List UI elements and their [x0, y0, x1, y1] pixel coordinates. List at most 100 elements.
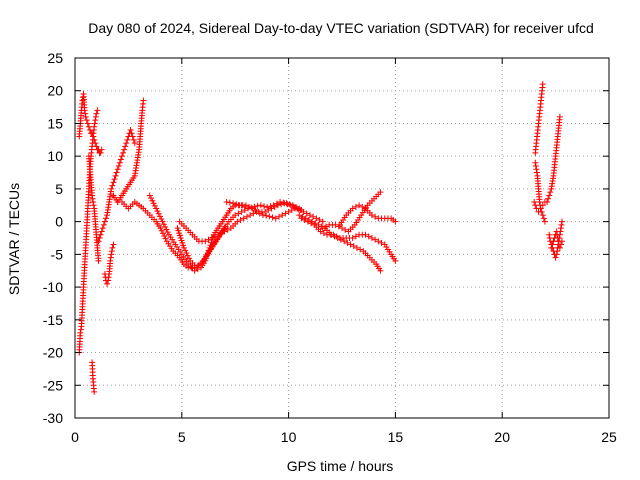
data-point	[317, 228, 324, 235]
x-tick-label: 5	[178, 429, 186, 445]
data-point	[290, 203, 297, 210]
data-point	[362, 231, 369, 238]
data-point	[377, 189, 384, 196]
data-point	[121, 146, 128, 153]
data-point	[153, 205, 160, 212]
series-arc-p	[336, 202, 399, 228]
data-point	[341, 238, 348, 245]
data-point	[235, 210, 242, 217]
data-point	[554, 248, 561, 255]
data-point	[557, 225, 564, 232]
data-point	[159, 218, 166, 225]
chart-title: Day 080 of 2024, Sidereal Day-to-day VTE…	[88, 20, 594, 36]
data-point	[265, 207, 272, 214]
y-tick-label: -25	[43, 377, 63, 393]
data-point	[186, 255, 193, 262]
data-point	[298, 215, 305, 222]
data-point	[287, 202, 294, 209]
data-point	[158, 216, 165, 223]
data-point	[131, 140, 138, 147]
data-point	[281, 200, 288, 207]
data-point	[164, 229, 171, 236]
data-point	[96, 235, 103, 241]
data-point	[319, 218, 326, 225]
data-point	[107, 254, 114, 261]
data-point	[249, 205, 256, 212]
data-point	[148, 195, 155, 202]
data-point	[233, 201, 240, 208]
y-tick-label: 15	[47, 115, 63, 131]
data-point	[303, 210, 310, 217]
data-point	[91, 120, 98, 127]
data-point	[184, 252, 191, 259]
data-point	[548, 244, 555, 251]
data-point	[226, 199, 233, 206]
data-point	[352, 203, 359, 210]
data-point	[111, 176, 118, 183]
x-tick-label: 25	[601, 429, 617, 445]
data-point	[288, 207, 295, 214]
data-point	[296, 212, 303, 219]
data-point	[160, 230, 167, 237]
data-point	[552, 254, 559, 261]
data-point	[274, 202, 281, 209]
data-point	[333, 233, 340, 240]
data-point	[294, 205, 301, 212]
data-point	[535, 208, 542, 215]
data-point	[81, 107, 88, 114]
data-point	[98, 228, 105, 235]
data-point	[266, 213, 273, 220]
data-point	[546, 231, 553, 238]
data-point	[180, 244, 187, 251]
data-point	[97, 149, 104, 156]
data-point	[151, 202, 158, 209]
data-point	[279, 212, 286, 219]
data-point	[150, 200, 157, 207]
data-point	[541, 218, 548, 225]
data-point	[272, 215, 279, 222]
data-point	[377, 267, 384, 274]
data-point	[533, 169, 540, 176]
data-point	[91, 388, 98, 395]
data-point	[99, 225, 106, 232]
data-point	[82, 110, 89, 117]
data-point	[392, 257, 399, 264]
data-point	[232, 212, 239, 219]
data-point	[224, 226, 231, 233]
data-point	[347, 241, 354, 248]
series-arc-d	[89, 359, 98, 395]
data-point	[269, 214, 276, 221]
data-point	[372, 236, 379, 243]
data-point	[95, 257, 102, 264]
data-point	[160, 221, 167, 228]
data-point	[146, 192, 153, 199]
data-point	[100, 221, 107, 228]
data-point	[83, 117, 90, 124]
series-arc-l	[223, 199, 326, 225]
data-point	[154, 208, 161, 215]
data-point	[113, 169, 120, 176]
data-point	[342, 226, 349, 233]
series-arc-s	[531, 113, 563, 215]
data-point	[284, 201, 291, 208]
x-tick-label: 15	[388, 429, 404, 445]
data-point	[157, 225, 164, 232]
data-point	[182, 247, 189, 254]
data-point	[357, 246, 364, 253]
data-point	[223, 199, 230, 205]
x-axis-label: GPS time / hours	[287, 458, 394, 474]
series-arc-a	[76, 91, 105, 156]
data-point	[108, 248, 115, 255]
y-tick-label: -10	[43, 279, 63, 295]
data-point	[263, 212, 270, 219]
data-point	[557, 241, 564, 248]
data-point	[128, 130, 135, 137]
data-point	[271, 203, 278, 210]
data-point	[92, 117, 99, 124]
data-point	[162, 235, 169, 242]
data-point	[123, 140, 130, 147]
data-point	[89, 192, 96, 199]
y-tick-label: 5	[55, 181, 63, 197]
data-point	[359, 203, 366, 210]
series-arc-n	[298, 215, 399, 264]
